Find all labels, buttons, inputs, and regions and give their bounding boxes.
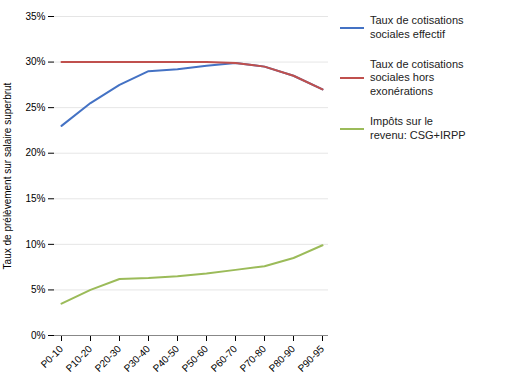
svg-text:P60-70: P60-70 <box>209 343 240 374</box>
svg-text:P40-50: P40-50 <box>151 343 182 374</box>
svg-text:0%: 0% <box>31 330 46 341</box>
svg-text:25%: 25% <box>25 102 45 113</box>
svg-text:P70-80: P70-80 <box>238 343 269 374</box>
svg-text:P10-20: P10-20 <box>64 343 95 374</box>
svg-text:P50-60: P50-60 <box>180 343 211 374</box>
html-text:Taux de cotisations sociales h: Taux de cotisations sociales hors exonér… <box>370 57 464 97</box>
svg-text:P20-30: P20-30 <box>93 343 124 374</box>
svg-text:35%: 35% <box>25 11 45 22</box>
svg-text:20%: 20% <box>25 147 45 158</box>
svg-text:5%: 5% <box>31 284 46 295</box>
html-text:Taux de cotisations sociales e: Taux de cotisations sociales effectif <box>370 14 464 40</box>
svg-text:30%: 30% <box>25 56 45 67</box>
svg-text:Taux de prélèvement sur salair: Taux de prélèvement sur salaire superbru… <box>2 82 13 269</box>
svg-text:P0-10: P0-10 <box>39 343 66 370</box>
html-text:Impôts sur le revenu: CSG+IRPP: Impôts sur le revenu: CSG+IRPP <box>370 114 466 141</box>
svg-text:10%: 10% <box>25 239 45 250</box>
svg-text:P90-95: P90-95 <box>296 343 327 374</box>
svg-text:P30-40: P30-40 <box>122 343 153 374</box>
svg-text:15%: 15% <box>25 193 45 204</box>
svg-text:P80-90: P80-90 <box>267 343 298 374</box>
